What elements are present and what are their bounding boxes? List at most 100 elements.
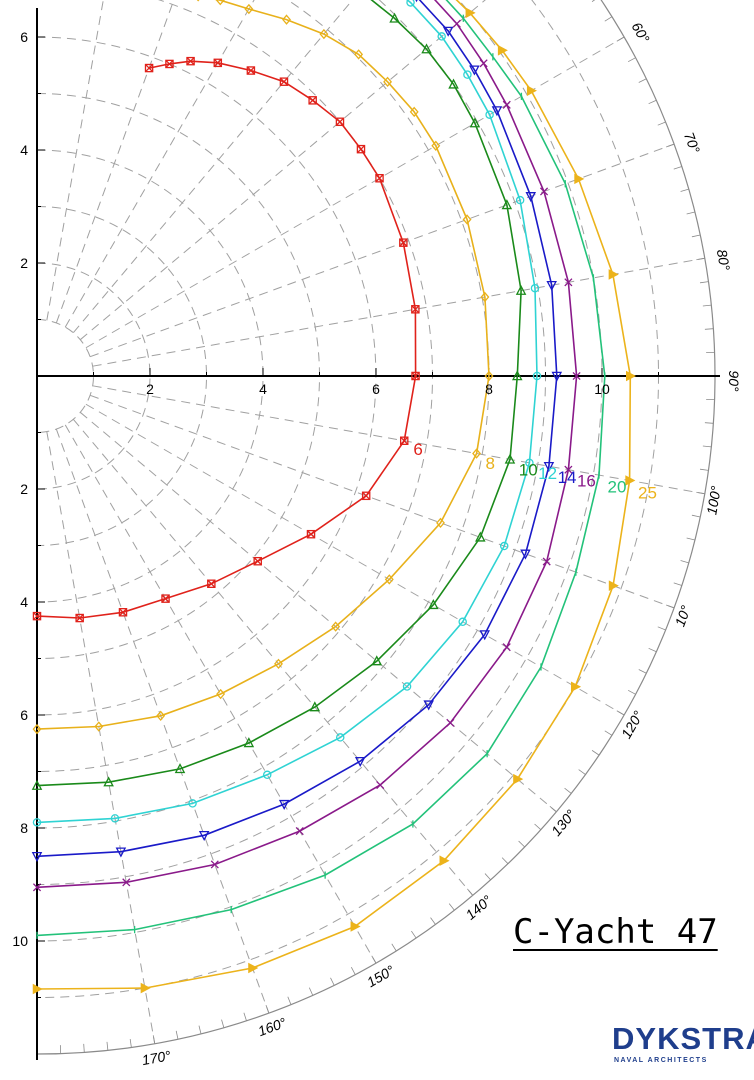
angle-minor-tick: [616, 710, 625, 716]
data-point: [32, 611, 42, 621]
data-point: [207, 579, 216, 589]
data-point: [31, 852, 43, 863]
angle-minor-tick: [549, 806, 557, 813]
data-point: [564, 278, 573, 287]
data-point: [383, 76, 393, 88]
angle-minor-tick: [152, 1035, 156, 1044]
angle-tick-label: 80°: [714, 248, 734, 272]
data-point: [608, 580, 619, 591]
series-line-6: [36, 60, 417, 619]
data-point-square: [246, 66, 256, 75]
series-line-25: [36, 0, 632, 990]
y-axis-tick-label: 2: [20, 255, 28, 271]
data-point: [161, 594, 170, 603]
data-point: [626, 370, 637, 382]
angle-minor-tick: [83, 1043, 85, 1053]
data-point: [103, 776, 114, 787]
angle-tick-label: 140°: [462, 892, 495, 923]
data-point: [399, 238, 408, 247]
data-point: [279, 77, 289, 86]
data-point: [469, 117, 481, 128]
data-point: [502, 643, 511, 652]
angle-minor-tick: [221, 1019, 225, 1028]
data-point: [469, 65, 480, 76]
data-point-cross: [165, 59, 174, 69]
data-point: [452, 19, 461, 28]
data-point-square: [335, 117, 345, 127]
data-point: [448, 78, 459, 89]
angle-radial: [55, 0, 175, 324]
data-point: [423, 700, 434, 711]
angle-radial: [89, 394, 675, 609]
data-point: [465, 7, 476, 19]
angle-radial: [92, 257, 705, 367]
data-point-square: [411, 305, 420, 314]
data-point: [213, 58, 223, 68]
angle-tick-label: 60°: [629, 19, 654, 46]
angle-radial: [85, 36, 625, 349]
data-point-square: [361, 491, 371, 501]
data-point-cross: [279, 77, 289, 86]
angle-tick-label: 70°: [681, 130, 703, 156]
angle-minor-tick: [699, 468, 709, 471]
data-point: [295, 826, 304, 836]
series-line-10: [36, 0, 522, 787]
data-point: [186, 56, 195, 66]
angle-radial: [64, 424, 377, 964]
data-point: [248, 962, 259, 974]
data-point: [262, 770, 272, 780]
angle-minor-tick: [578, 769, 586, 775]
data-point: [140, 982, 151, 994]
data-point: [479, 59, 488, 68]
data-point: [436, 517, 445, 529]
data-point: [530, 283, 540, 293]
data-point: [389, 12, 400, 23]
data-point: [244, 3, 254, 15]
data-point: [480, 291, 490, 303]
data-point: [525, 458, 534, 468]
data-point-cross: [145, 64, 154, 73]
data-point-cross: [32, 612, 42, 621]
x-axis-tick-label: 8: [485, 381, 493, 397]
data-point: [502, 100, 511, 109]
data-point-square: [411, 371, 420, 381]
angle-minor-tick: [391, 943, 397, 952]
data-point-cross: [253, 557, 262, 566]
series-layer: [31, 0, 637, 995]
data-point-square: [399, 238, 408, 247]
series-line-14: [36, 0, 558, 858]
data-point: [335, 117, 345, 127]
tws-label-8: 8: [485, 454, 494, 473]
angle-radial: [92, 385, 705, 495]
data-point-cross: [118, 608, 128, 617]
angle-tick-label: 170°: [141, 1047, 173, 1068]
data-point: [437, 32, 446, 41]
angle-tick-label: 120°: [618, 708, 647, 741]
data-point: [282, 14, 291, 25]
tws-label-10: 10: [519, 460, 538, 479]
angle-radial: [85, 403, 625, 716]
data-point: [32, 818, 42, 827]
angle-minor-tick: [106, 1041, 109, 1051]
angle-minor-tick: [648, 99, 657, 105]
data-point: [331, 621, 341, 632]
data-point: [210, 860, 219, 869]
speed-ring: [36, 262, 151, 490]
tws-label-12: 12: [538, 464, 557, 483]
tws-label-25: 25: [638, 483, 657, 502]
data-point: [551, 371, 563, 382]
data-point: [309, 701, 321, 712]
y-axis-tick-label: 4: [20, 594, 28, 610]
data-point: [491, 106, 503, 117]
angle-minor-tick: [129, 1038, 132, 1048]
data-point: [361, 491, 371, 501]
x-axis-tick-label: 10: [594, 381, 610, 397]
data-point: [431, 140, 441, 151]
angle-radial: [64, 0, 255, 328]
angle-minor-tick: [564, 787, 572, 794]
data-point: [216, 688, 226, 700]
data-point-square: [253, 556, 262, 566]
data-point-square: [306, 529, 316, 539]
series-line-16: [36, 0, 578, 889]
speed-ring: [36, 206, 207, 546]
